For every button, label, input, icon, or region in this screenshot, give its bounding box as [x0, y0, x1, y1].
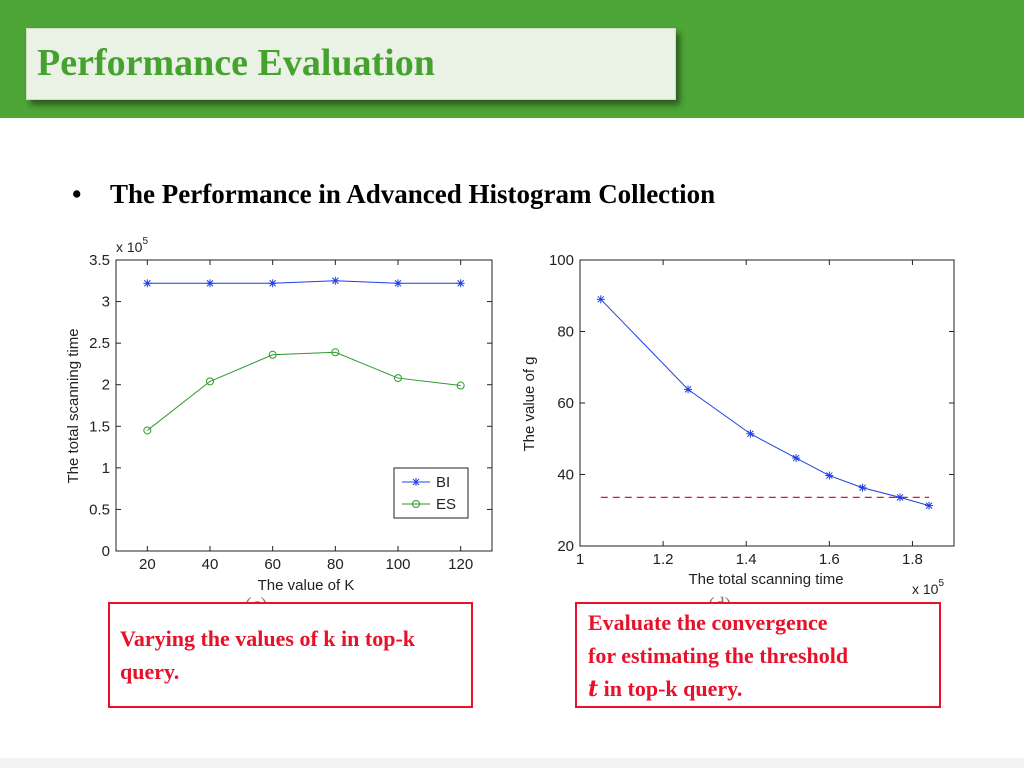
- d-y-tick-label: 100: [549, 252, 574, 269]
- c-x-tick-label: 100: [385, 556, 410, 573]
- chart-d-x-multiplier-exp: 5: [938, 578, 944, 589]
- c-x-tick-label: 20: [139, 556, 156, 573]
- c-y-tick-label: 2.5: [89, 335, 110, 352]
- title-box: Performance Evaluation: [26, 28, 676, 100]
- c-x-tick-label: 80: [327, 556, 344, 573]
- legend-marker-es: [412, 500, 420, 508]
- c-x-tick-label: 40: [202, 556, 219, 573]
- c-point-bi: [456, 279, 465, 288]
- c-point-bi: [268, 279, 277, 288]
- note-right-line3: t in top-k query.: [588, 672, 938, 706]
- d-plot-frame: [579, 259, 955, 547]
- c-point-bi: [206, 279, 214, 288]
- c-series-line-bi: [147, 280, 461, 284]
- footer-strip: [0, 758, 1024, 768]
- chart-d-y-label: The value of g: [521, 356, 538, 451]
- note-right-line2: for estimating the threshold: [588, 643, 849, 668]
- d-x-tick-label: 1.6: [819, 551, 840, 568]
- c-y-tick-label: 1.5: [89, 418, 110, 435]
- c-point-es: [331, 348, 340, 357]
- d-x-tick-label: 1.2: [653, 551, 674, 568]
- chart-d: 1 1.2 1.4 1.6 1.8 20 40 60 80 100 The total scann…: [521, 252, 955, 597]
- note-right-line3-rest: in top-k query.: [598, 676, 743, 701]
- c-x-tick-label: 60: [264, 556, 281, 573]
- c-point-es: [268, 350, 277, 359]
- c-y-tick-label: 3.5: [89, 252, 110, 269]
- d-point-0: [858, 483, 867, 492]
- chart-d-x-multiplier: x 105: [912, 578, 944, 597]
- chart-c: 20 40 60 80 100 120 0 0.5 1 1.5 2 2.5 3 3.5 BI ES x 105…: [65, 236, 493, 594]
- d-x-tick-label: 1.4: [736, 551, 757, 568]
- chart-c-plot: 20 40 60 80 100 120 0 0.5 1 1.5 2 2.5 3 3.5 BI ES: [89, 252, 493, 573]
- chart-c-y-multiplier-base: x 10: [116, 239, 143, 255]
- legend-entry-bi: BI: [402, 474, 450, 491]
- c-y-tick-label: 0: [102, 543, 110, 560]
- c-point-bi: [143, 279, 152, 288]
- c-y-tick-label: 0.5: [89, 501, 110, 518]
- d-x-tick-label: 1: [576, 551, 584, 568]
- legend-marker-bi: [412, 478, 420, 486]
- c-point-es: [143, 426, 152, 435]
- c-y-tick-label: 2: [102, 377, 110, 394]
- chart-d-x-multiplier-base: x 10: [912, 581, 939, 597]
- d-x-tick-label: 1.8: [902, 551, 923, 568]
- bullet-item: • The Performance in Advanced Histogram C…: [72, 176, 715, 212]
- d-point-0: [746, 429, 755, 438]
- d-series-line-0: [600, 298, 930, 507]
- threshold-symbol: t: [588, 676, 599, 702]
- d-y-tick-label: 40: [557, 467, 574, 484]
- c-point-bi: [394, 279, 402, 288]
- d-point-0: [825, 471, 834, 480]
- chart-c-y-multiplier-exp: 5: [142, 236, 148, 247]
- c-series-line-es: [147, 351, 461, 431]
- c-point-bi: [331, 276, 340, 285]
- c-legend: BI ES: [393, 467, 469, 519]
- c-y-tick-label: 3: [102, 294, 110, 311]
- legend-label-es: ES: [436, 496, 456, 513]
- note-right-text: Evaluate the convergence for estimating …: [588, 606, 938, 706]
- bullet-icon: •: [72, 179, 82, 209]
- d-y-tick-label: 20: [557, 538, 574, 555]
- d-point-0: [596, 295, 605, 304]
- d-point-0: [895, 493, 904, 502]
- chart-c-y-label: The total scanning time: [65, 328, 82, 483]
- bullet-text: The Performance in Advanced Histogram Co…: [110, 179, 716, 209]
- chart-c-x-label: The value of K: [258, 577, 355, 594]
- chart-c-y-multiplier: x 105: [116, 236, 148, 255]
- d-point-0: [925, 501, 934, 510]
- d-point-0: [684, 385, 693, 394]
- d-y-tick-label: 60: [557, 395, 574, 412]
- c-point-es: [456, 381, 465, 390]
- c-x-tick-label: 120: [448, 556, 473, 573]
- note-box-left: Varying the values of k in top-k query.: [108, 602, 473, 708]
- c-point-es: [206, 377, 214, 386]
- legend-label-bi: BI: [436, 474, 450, 491]
- c-point-es: [394, 374, 402, 383]
- legend-entry-es: ES: [402, 496, 456, 513]
- d-y-tick-label: 80: [557, 324, 574, 341]
- note-left-text: Varying the values of k in top-k query.: [120, 626, 416, 684]
- c-y-tick-label: 1: [102, 460, 110, 477]
- page-title: Performance Evaluation: [37, 42, 435, 84]
- note-right-line1: Evaluate the convergence: [588, 610, 828, 635]
- chart-d-x-label: The total scanning time: [688, 571, 843, 588]
- note-box-right: Evaluate the convergence for estimating …: [575, 602, 941, 708]
- chart-d-plot: 1 1.2 1.4 1.6 1.8 20 40 60 80 100: [549, 252, 955, 568]
- d-point-0: [792, 454, 801, 463]
